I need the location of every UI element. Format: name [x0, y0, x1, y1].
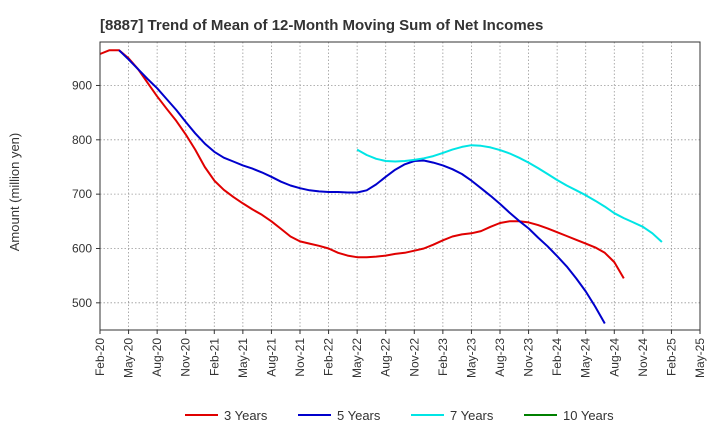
- y-tick-label: 500: [72, 296, 92, 310]
- x-tick-label: May-21: [236, 338, 250, 378]
- x-ticks: Feb-20 May-20 Aug-20 Nov-20 Feb-21 May-21 Aug-…: [93, 330, 707, 378]
- series-layer: [99, 49, 663, 324]
- legend: 3 Years 5 Years 7 Years 10 Years: [185, 408, 614, 423]
- x-tick-label: Nov-22: [407, 338, 421, 377]
- x-tick-label: May-25: [693, 338, 707, 378]
- x-tick-label: Aug-20: [150, 338, 164, 377]
- x-tick-label: Feb-21: [207, 338, 221, 376]
- x-tick-label: Feb-25: [664, 338, 678, 376]
- x-tick-label: Aug-22: [379, 338, 393, 377]
- x-tick-label: Aug-23: [493, 338, 507, 377]
- x-tick-label: May-22: [350, 338, 364, 378]
- series-line-5-years: [118, 49, 606, 324]
- x-tick-label: Nov-20: [179, 338, 193, 377]
- x-tick-label: Feb-23: [436, 338, 450, 376]
- x-tick-label: Nov-23: [522, 338, 536, 377]
- x-tick-label: May-20: [122, 338, 136, 378]
- legend-label: 5 Years: [337, 408, 381, 423]
- series-line-7-years: [356, 144, 663, 243]
- y-tick-label: 800: [72, 133, 92, 147]
- x-tick-label: Aug-24: [607, 338, 621, 377]
- y-axis-label: Amount (million yen): [7, 133, 22, 252]
- y-tick-label: 600: [72, 241, 92, 255]
- plot-frame: [99, 41, 701, 331]
- legend-label: 10 Years: [563, 408, 614, 423]
- y-tick-label: 700: [72, 187, 92, 201]
- legend-label: 7 Years: [450, 408, 494, 423]
- x-tick-label: Aug-21: [264, 338, 278, 377]
- y-tick-label: 900: [72, 78, 92, 92]
- legend-label: 3 Years: [224, 408, 268, 423]
- x-tick-label: Feb-20: [93, 338, 107, 376]
- series-line-3-years: [99, 49, 625, 279]
- x-tick-label: Nov-24: [636, 338, 650, 377]
- y-ticks: 500 600 700 800 900: [72, 78, 100, 310]
- x-tick-label: Nov-21: [293, 338, 307, 377]
- chart-title: [8887] Trend of Mean of 12-Month Moving …: [100, 17, 543, 34]
- x-tick-label: May-24: [579, 338, 593, 378]
- grid: [99, 42, 701, 330]
- x-tick-label: Feb-24: [550, 338, 564, 376]
- x-tick-label: May-23: [464, 338, 478, 378]
- x-tick-label: Feb-22: [322, 338, 336, 376]
